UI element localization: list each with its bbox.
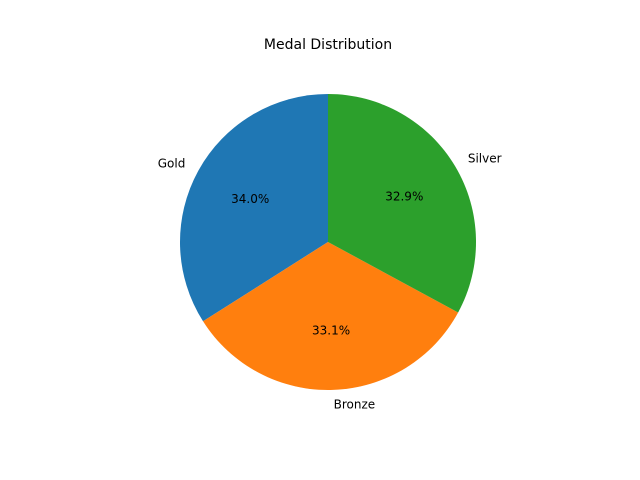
pie-labels: Gold 34.0% Bronze 33.1% Silver 32.9% bbox=[158, 152, 502, 412]
pie-slice-gold bbox=[180, 94, 328, 322]
slice-label-gold: Gold bbox=[158, 157, 186, 171]
pie-slice-silver bbox=[328, 94, 476, 313]
chart-title: Medal Distribution bbox=[264, 37, 392, 53]
slice-label-silver: Silver bbox=[468, 152, 502, 166]
slice-label-bronze: Bronze bbox=[334, 398, 376, 412]
percent-label-gold: 34.0% bbox=[231, 192, 269, 206]
pie-slices bbox=[180, 94, 476, 390]
percent-label-bronze: 33.1% bbox=[312, 324, 350, 338]
pie-slice-bronze bbox=[203, 242, 459, 390]
percent-label-silver: 32.9% bbox=[385, 190, 423, 204]
